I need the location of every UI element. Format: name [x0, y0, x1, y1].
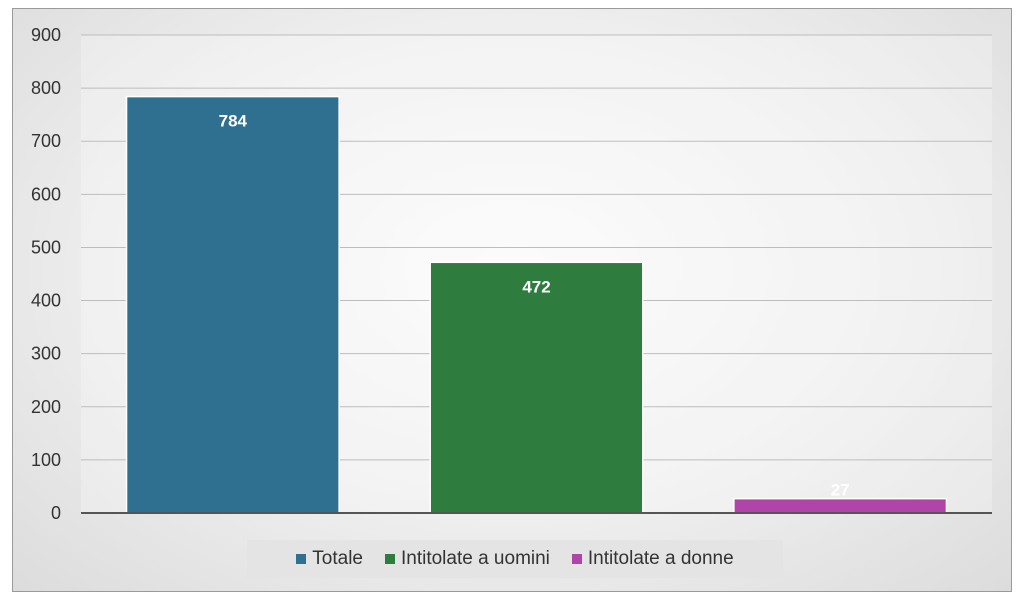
bar — [733, 497, 948, 514]
y-tick-label: 100 — [31, 450, 61, 470]
legend-label: Totale — [312, 548, 363, 569]
legend-swatch — [571, 554, 582, 564]
legend-item: Intitolate a donne — [571, 548, 734, 570]
y-tick-label: 0 — [51, 503, 61, 523]
y-tick-label: 800 — [31, 78, 61, 98]
legend-item: Intitolate a uomini — [384, 548, 550, 570]
y-tick-label: 300 — [31, 344, 61, 364]
bar — [429, 261, 644, 514]
legend-label: Intitolate a donne — [587, 548, 734, 569]
data-label: 784 — [219, 112, 248, 131]
y-tick-label: 400 — [31, 291, 61, 311]
y-tick-label: 200 — [31, 397, 61, 417]
y-tick-label: 600 — [31, 184, 61, 204]
y-tick-label: 500 — [31, 237, 61, 257]
y-tick-label: 700 — [31, 131, 61, 151]
bar-chart: 0 100 200 300 400 500 600 700 800 900 784 472 27 — [31, 25, 992, 523]
legend: Totale Intitolate a uomini Intitolate a do… — [247, 540, 783, 578]
legend-swatch — [296, 554, 307, 564]
legend-item: Totale — [296, 548, 363, 570]
y-tick-label: 900 — [31, 25, 61, 45]
legend-swatch — [384, 554, 395, 564]
bar — [125, 95, 340, 514]
legend-label: Intitolate a uomini — [400, 548, 550, 569]
chart-frame: 0 100 200 300 400 500 600 700 800 900 784 472 27 Tot… — [12, 8, 1012, 592]
data-label: 472 — [522, 277, 550, 296]
data-label: 27 — [831, 481, 850, 500]
